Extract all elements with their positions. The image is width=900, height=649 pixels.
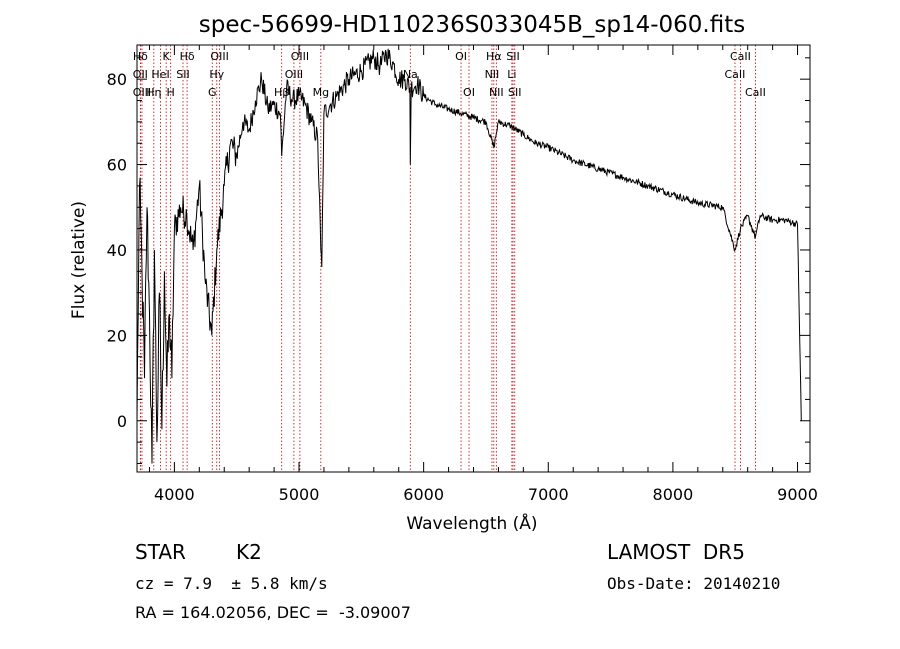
spectral-line-label: CaII	[730, 50, 751, 63]
plot-frame	[136, 44, 811, 473]
observation-date: Obs-Date: 20140210	[607, 574, 781, 593]
chart-title: spec-56699-HD110236S033045B_sp14-060.fit…	[199, 12, 745, 38]
spectral-line-label: Hη	[146, 86, 161, 99]
spectral-line-label: G	[208, 86, 217, 99]
spectral-line-label: Na	[403, 68, 418, 81]
y-tick-label: 60	[107, 156, 127, 175]
spectral-line-label: SII	[176, 68, 189, 81]
spectral-line-label: CaII	[745, 86, 766, 99]
spectral-line-label: Hβ	[274, 86, 289, 99]
y-axis-label: Flux (relative)	[69, 201, 89, 319]
redshift-value: cz = 7.9 ± 5.8 km/s	[135, 574, 328, 593]
spectral-line-label: OIII	[291, 50, 309, 63]
x-tick-label: 5000	[279, 485, 320, 504]
spectral-line-label: OIII	[210, 50, 228, 63]
spectrum-line	[136, 48, 802, 464]
x-axis-label: Wavelength (Å)	[406, 512, 537, 534]
axis-ticks: 4000 5000 6000 7000 8000 9000 0 20 40 60 80	[107, 45, 818, 504]
object-type: STAR	[135, 540, 186, 564]
x-tick-label: 4000	[154, 485, 195, 504]
spectral-line-label: CaII	[725, 68, 746, 81]
spectral-line-label: K	[163, 50, 171, 63]
spectrum-series	[136, 48, 802, 464]
x-tick-label: 9000	[777, 485, 818, 504]
y-tick-label: 40	[107, 241, 127, 260]
spectral-subclass: K2	[236, 540, 262, 564]
spectral-line-label: OI	[455, 50, 467, 63]
spectral-line-label: SII	[506, 50, 519, 63]
spectral-line-label: NII	[489, 86, 504, 99]
spectral-line-label: SII	[508, 86, 521, 99]
y-tick-label: 80	[107, 70, 127, 89]
spectral-line-label: HeI	[151, 68, 169, 81]
spectral-line-label: Hδ	[180, 50, 195, 63]
spectral-line-label: Hδ	[133, 50, 148, 63]
spectral-line-label: H	[167, 86, 175, 99]
y-tick-label: 0	[117, 412, 127, 431]
survey-name: LAMOST DR5	[607, 540, 745, 564]
coordinates: RA = 164.02056, DEC = -3.09007	[135, 603, 411, 622]
spectral-line-label: Mg	[313, 86, 329, 99]
spectral-line-label: Li	[507, 68, 516, 81]
spectral-line-label: Hα	[486, 50, 502, 63]
spectral-line-label: OI	[463, 86, 475, 99]
x-tick-label: 6000	[403, 485, 444, 504]
spectral-line-label: Hγ	[209, 68, 224, 81]
y-tick-label: 20	[107, 326, 127, 345]
spectral-line-label: OIII	[285, 68, 303, 81]
spectral-line-label: NII	[485, 68, 500, 81]
x-tick-label: 8000	[653, 485, 694, 504]
x-tick-label: 7000	[528, 485, 569, 504]
